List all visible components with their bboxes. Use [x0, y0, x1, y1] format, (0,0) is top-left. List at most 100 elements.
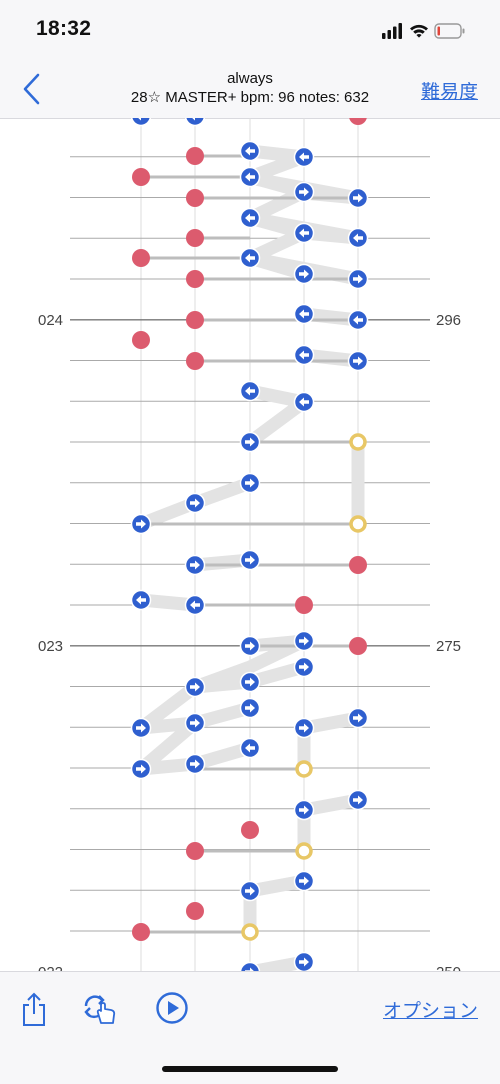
- flick-right-note: [184, 554, 206, 576]
- flick-right-note: [239, 961, 261, 971]
- arrow-right-icon: [353, 274, 363, 284]
- flick-right-note: [293, 951, 315, 971]
- flick-left-note: [184, 118, 206, 127]
- flick-right-note: [293, 870, 315, 892]
- flick-left-note: [293, 303, 315, 325]
- arrow-left-icon: [245, 743, 255, 753]
- tap-note: [349, 637, 367, 655]
- arrow-left-icon: [245, 172, 255, 182]
- home-indicator: [162, 1066, 338, 1072]
- flick-right-note: [130, 513, 152, 535]
- option-button[interactable]: オプション: [382, 1001, 478, 1022]
- arrow-left-icon: [299, 350, 309, 360]
- note-chart[interactable]: 024 296 023 275 022 250: [0, 118, 500, 971]
- measure-number: 024: [38, 312, 63, 329]
- tap-note: [186, 270, 204, 288]
- flick-right-note: [239, 472, 261, 494]
- flick-right-note: [347, 707, 369, 729]
- hold-note: [241, 923, 259, 941]
- flick-right-note: [184, 753, 206, 775]
- song-info: 28☆ MASTER+ bpm: 96 notes: 632: [130, 89, 370, 106]
- arrow-left-icon: [299, 228, 309, 238]
- tap-note: [132, 249, 150, 267]
- flick-left-note: [239, 207, 261, 229]
- arrow-right-icon: [299, 187, 309, 197]
- arrow-right-icon: [190, 498, 200, 508]
- note-chart-svg: 024 296 023 275 022 250: [38, 118, 461, 971]
- back-button[interactable]: [18, 72, 48, 106]
- arrow-right-icon: [299, 636, 309, 646]
- arrow-right-icon: [190, 718, 200, 728]
- tap-note: [132, 923, 150, 941]
- flick-right-note: [239, 635, 261, 657]
- measure-combo: 275: [436, 638, 461, 655]
- arrow-right-icon: [299, 662, 309, 672]
- measure-combo: 296: [436, 312, 461, 329]
- share-icon: [23, 992, 45, 1026]
- flick-right-note: [184, 712, 206, 734]
- arrow-right-icon: [299, 957, 309, 967]
- flick-right-note: [347, 350, 369, 372]
- play-icon: [156, 992, 188, 1024]
- arrow-right-icon: [245, 703, 255, 713]
- hold-note: [349, 515, 367, 533]
- tap-note: [132, 168, 150, 186]
- signal-icon: [382, 23, 402, 39]
- flick-right-note: [184, 492, 206, 514]
- flick-right-note: [293, 656, 315, 678]
- arrow-right-icon: [190, 682, 200, 692]
- arrow-right-icon: [353, 193, 363, 203]
- tap-note: [186, 229, 204, 247]
- arrow-right-icon: [299, 876, 309, 886]
- arrow-left-icon: [245, 386, 255, 396]
- arrow-right-icon: [245, 437, 255, 447]
- flick-left-note: [239, 247, 261, 269]
- flick-left-note: [293, 222, 315, 244]
- flick-right-note: [293, 717, 315, 739]
- tap-note: [186, 189, 204, 207]
- arrow-left-icon: [299, 309, 309, 319]
- arrow-right-icon: [299, 723, 309, 733]
- flick-right-note: [184, 676, 206, 698]
- measure-number: 022: [38, 964, 63, 971]
- flick-left-note: [239, 166, 261, 188]
- flick-right-note: [239, 697, 261, 719]
- arrow-left-icon: [353, 315, 363, 325]
- share-button[interactable]: [20, 992, 48, 1033]
- tap-note: [349, 556, 367, 574]
- arrow-left-icon: [190, 600, 200, 610]
- arrow-right-icon: [245, 886, 255, 896]
- flick-left-note: [239, 737, 261, 759]
- hold-note: [295, 842, 313, 860]
- tap-note: [186, 352, 204, 370]
- flick-right-note: [130, 717, 152, 739]
- tap-note: [186, 147, 204, 165]
- arrow-left-icon: [299, 397, 309, 407]
- difficulty-button[interactable]: 難易度: [420, 82, 478, 103]
- arrow-right-icon: [353, 795, 363, 805]
- flick-left-note: [347, 309, 369, 331]
- flick-right-note: [130, 758, 152, 780]
- arrow-left-icon: [138, 118, 141, 121]
- arrow-right-icon: [136, 723, 146, 733]
- flick-left-note: [239, 380, 261, 402]
- bottom-toolbar: オプション: [0, 971, 500, 1084]
- flick-right-note: [347, 187, 369, 209]
- flick-right-note: [293, 630, 315, 652]
- flick-right-note: [239, 431, 261, 453]
- tap-note: [186, 311, 204, 329]
- flick-right-note: [239, 549, 261, 571]
- tap-note: [241, 821, 259, 839]
- tap-note: [349, 118, 367, 125]
- flick-left-note: [239, 140, 261, 162]
- flick-right-note: [239, 880, 261, 902]
- flick-left-note: [130, 589, 152, 611]
- rotate-button[interactable]: [82, 994, 118, 1029]
- arrow-left-icon: [353, 233, 363, 243]
- flick-right-note: [293, 263, 315, 285]
- arrow-right-icon: [299, 805, 309, 815]
- flick-left-note: [293, 146, 315, 168]
- play-button[interactable]: [155, 991, 189, 1030]
- hold-note: [295, 760, 313, 778]
- song-title: always: [227, 70, 273, 87]
